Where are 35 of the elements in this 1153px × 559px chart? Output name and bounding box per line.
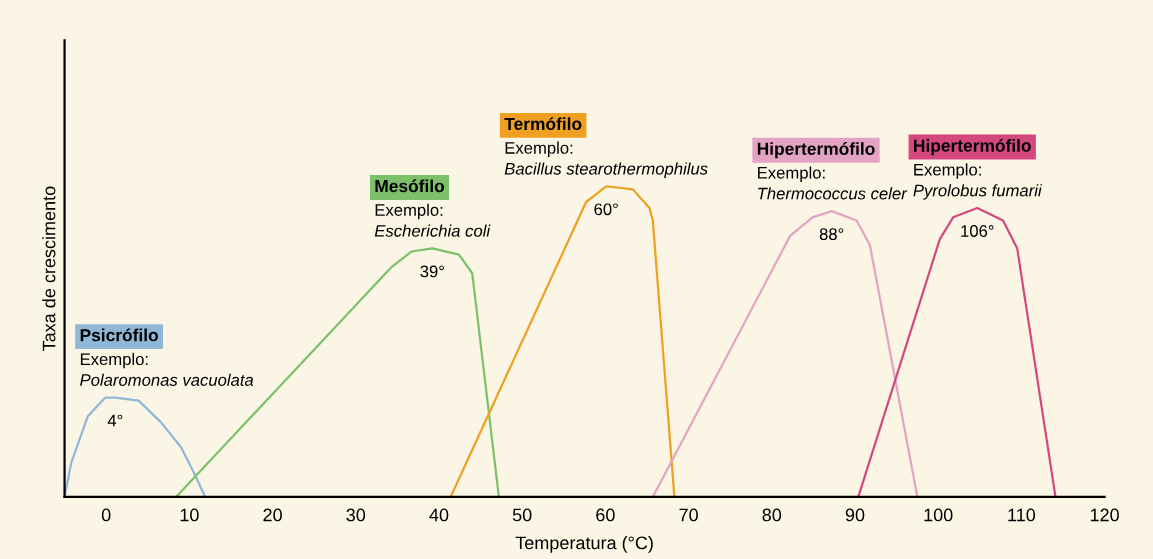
text: Hipertermófilo (914, 138, 1031, 156)
annotation: Exemplo: (80, 352, 148, 369)
x-tick-label: 120 (1090, 508, 1119, 522)
x-tick-label: 100 (924, 508, 953, 522)
annotation: 106° (961, 225, 994, 237)
x-tick-label: 70 (679, 508, 698, 522)
annotation: Escherichia coli (374, 224, 491, 237)
text: Psicrófilo (80, 328, 158, 342)
x-tick-label: 60 (596, 508, 615, 522)
x-tick-label: 90 (845, 508, 865, 522)
x-tick-label: 50 (512, 508, 532, 522)
annotation: 4° (107, 414, 123, 427)
text: Mesófilo (375, 179, 445, 193)
annotation: Exemplo: (375, 203, 443, 220)
annotation: 60° (594, 203, 618, 216)
text: Exemplo: (758, 166, 825, 182)
x-axis-title: Temperatura (°C) (515, 536, 653, 553)
text: Termófilo (504, 117, 582, 131)
annotation: Polaromonas vacuolata (80, 373, 254, 386)
x-tick-label: 30 (346, 508, 366, 522)
x-tick-label: 80 (762, 508, 782, 522)
x-tick-label: 40 (429, 508, 449, 522)
y-axis-title: Taxa de crescimento (42, 186, 56, 351)
x-tick-label: 110 (1008, 508, 1036, 522)
text: Exemplo: (505, 141, 573, 158)
annotation: 39° (420, 265, 444, 278)
x-tick-label: 0 (101, 508, 111, 522)
text: Bacillus stearothermophilus (504, 162, 708, 178)
annotation: Pyrolobus fumarii (913, 184, 1043, 200)
annotation: Thermococcus celer (758, 187, 908, 200)
x-tick-label: 20 (263, 508, 282, 522)
text: Hipertermófilo (757, 142, 875, 159)
x-tick-label: 10 (180, 508, 199, 522)
annotation: 88° (819, 228, 844, 241)
text: Exemplo: (914, 163, 981, 179)
